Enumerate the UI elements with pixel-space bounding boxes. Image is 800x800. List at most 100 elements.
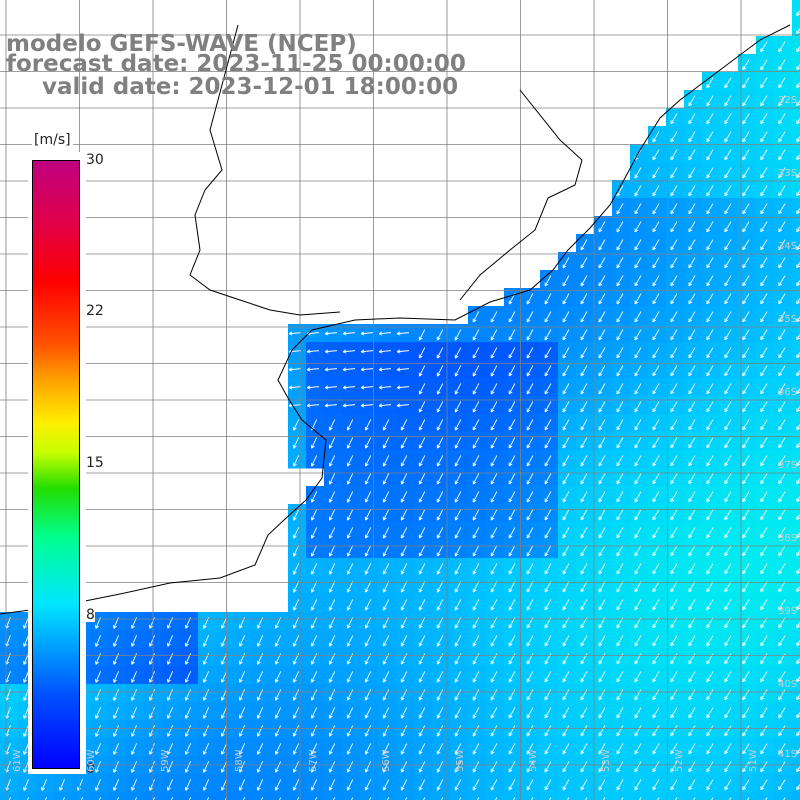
wind-arrow-head (490, 589, 495, 593)
wind-arrow (634, 761, 642, 773)
wind-arrow-head (508, 355, 513, 359)
wind-cell (792, 576, 800, 595)
wind-arrow (347, 527, 354, 539)
wind-arrow (562, 365, 570, 377)
wind-arrow-head (508, 715, 513, 719)
wind-arrow (477, 797, 480, 800)
wind-arrow (221, 671, 228, 683)
wind-arrow (203, 707, 210, 719)
wind-arrow-head (796, 553, 800, 557)
wind-arrow-head (473, 499, 477, 503)
wind-arrow-head (455, 787, 459, 791)
wind-arrow-head (706, 643, 711, 647)
wind-arrow (508, 383, 516, 395)
wind-arrow (329, 743, 336, 755)
wind-cell (792, 468, 800, 487)
wind-arrow (342, 332, 356, 335)
wind-arrow-head (221, 697, 225, 701)
wind-arrow-head (706, 661, 711, 665)
wind-cell (108, 792, 127, 800)
wind-arrow-head (544, 571, 549, 575)
wind-arrow-head (724, 337, 729, 341)
lat-label-40s: 40S (778, 679, 798, 690)
wind-arrow (472, 401, 480, 413)
wind-arrow (544, 779, 552, 791)
wind-arrow (580, 563, 588, 575)
wind-arrow (23, 725, 29, 737)
wind-arrow (131, 707, 137, 719)
wind-arrow (675, 797, 678, 800)
wind-arrow-head (652, 445, 657, 449)
wind-arrow (311, 671, 318, 683)
wind-arrow-head (329, 643, 333, 647)
wind-arrow-head (796, 715, 800, 719)
wind-arrow-head (688, 337, 693, 341)
wind-arrow (324, 386, 338, 389)
wind-arrow-head (670, 157, 675, 161)
wind-arrow-head (616, 625, 621, 629)
wind-arrow-head (185, 769, 189, 773)
wind-arrow (778, 563, 786, 575)
wind-arrow (347, 473, 354, 485)
wind-arrow-head (670, 769, 675, 773)
wind-arrow (778, 437, 786, 449)
lat-label-35s: 35S (778, 314, 798, 325)
wind-arrow-head (724, 589, 729, 593)
wind-cell (792, 90, 800, 109)
wind-arrow-head (544, 301, 549, 305)
wind-arrow-head (342, 331, 347, 335)
wind-arrow-head (275, 679, 279, 683)
wind-arrow (95, 761, 101, 773)
wind-arrow-head (526, 463, 531, 467)
wind-arrow (580, 275, 588, 287)
wind-arrow (670, 293, 678, 305)
wind-arrow-head (306, 405, 311, 408)
wind-arrow (634, 671, 642, 683)
wind-arrow (526, 635, 534, 647)
wind-arrow-head (437, 355, 441, 359)
wind-arrow (778, 329, 786, 341)
wind-cell (36, 792, 55, 800)
wind-arrow-head (652, 481, 657, 485)
wind-arrow (347, 491, 354, 503)
wind-arrow-head (778, 211, 783, 215)
wind-arrow-head (778, 337, 783, 341)
wind-arrow (436, 329, 444, 341)
wind-arrow (418, 455, 426, 467)
wind-arrow-head (544, 463, 549, 467)
wind-arrow-head (526, 499, 531, 503)
wind-arrow (418, 707, 426, 719)
wind-cell (792, 558, 800, 577)
wind-arrow-head (95, 787, 99, 791)
wind-arrow-head (59, 787, 63, 791)
wind-arrow (652, 203, 660, 215)
wind-arrow-head (221, 625, 225, 629)
wind-arrow (188, 797, 192, 800)
wind-arrow (706, 509, 714, 521)
wind-arrow (203, 743, 210, 755)
wind-arrow (706, 743, 714, 755)
wind-arrow-head (437, 391, 441, 395)
wind-arrow-head (796, 247, 800, 251)
wind-arrow (311, 725, 318, 737)
wind-arrow-head (688, 733, 693, 737)
wind-arrow-head (562, 697, 567, 701)
wind-arrow (652, 761, 660, 773)
wind-arrow (347, 761, 354, 773)
wind-arrow-head (544, 445, 549, 449)
wind-arrow (742, 221, 750, 233)
wind-arrow (131, 725, 137, 737)
wind-arrow-head (778, 265, 783, 269)
wind-arrow-head (544, 319, 549, 323)
wind-arrow-head (508, 553, 513, 557)
wind-arrow (778, 761, 786, 773)
wind-arrow-head (419, 643, 423, 647)
wind-arrow-head (580, 427, 585, 431)
wind-arrow (288, 368, 302, 371)
wind-arrow-head (473, 571, 477, 575)
wind-arrow-head (706, 535, 711, 539)
wind-arrow-head (324, 405, 329, 408)
wind-arrow-head (239, 697, 243, 701)
wind-arrow-head (760, 607, 765, 611)
wind-arrow-head (185, 751, 189, 755)
